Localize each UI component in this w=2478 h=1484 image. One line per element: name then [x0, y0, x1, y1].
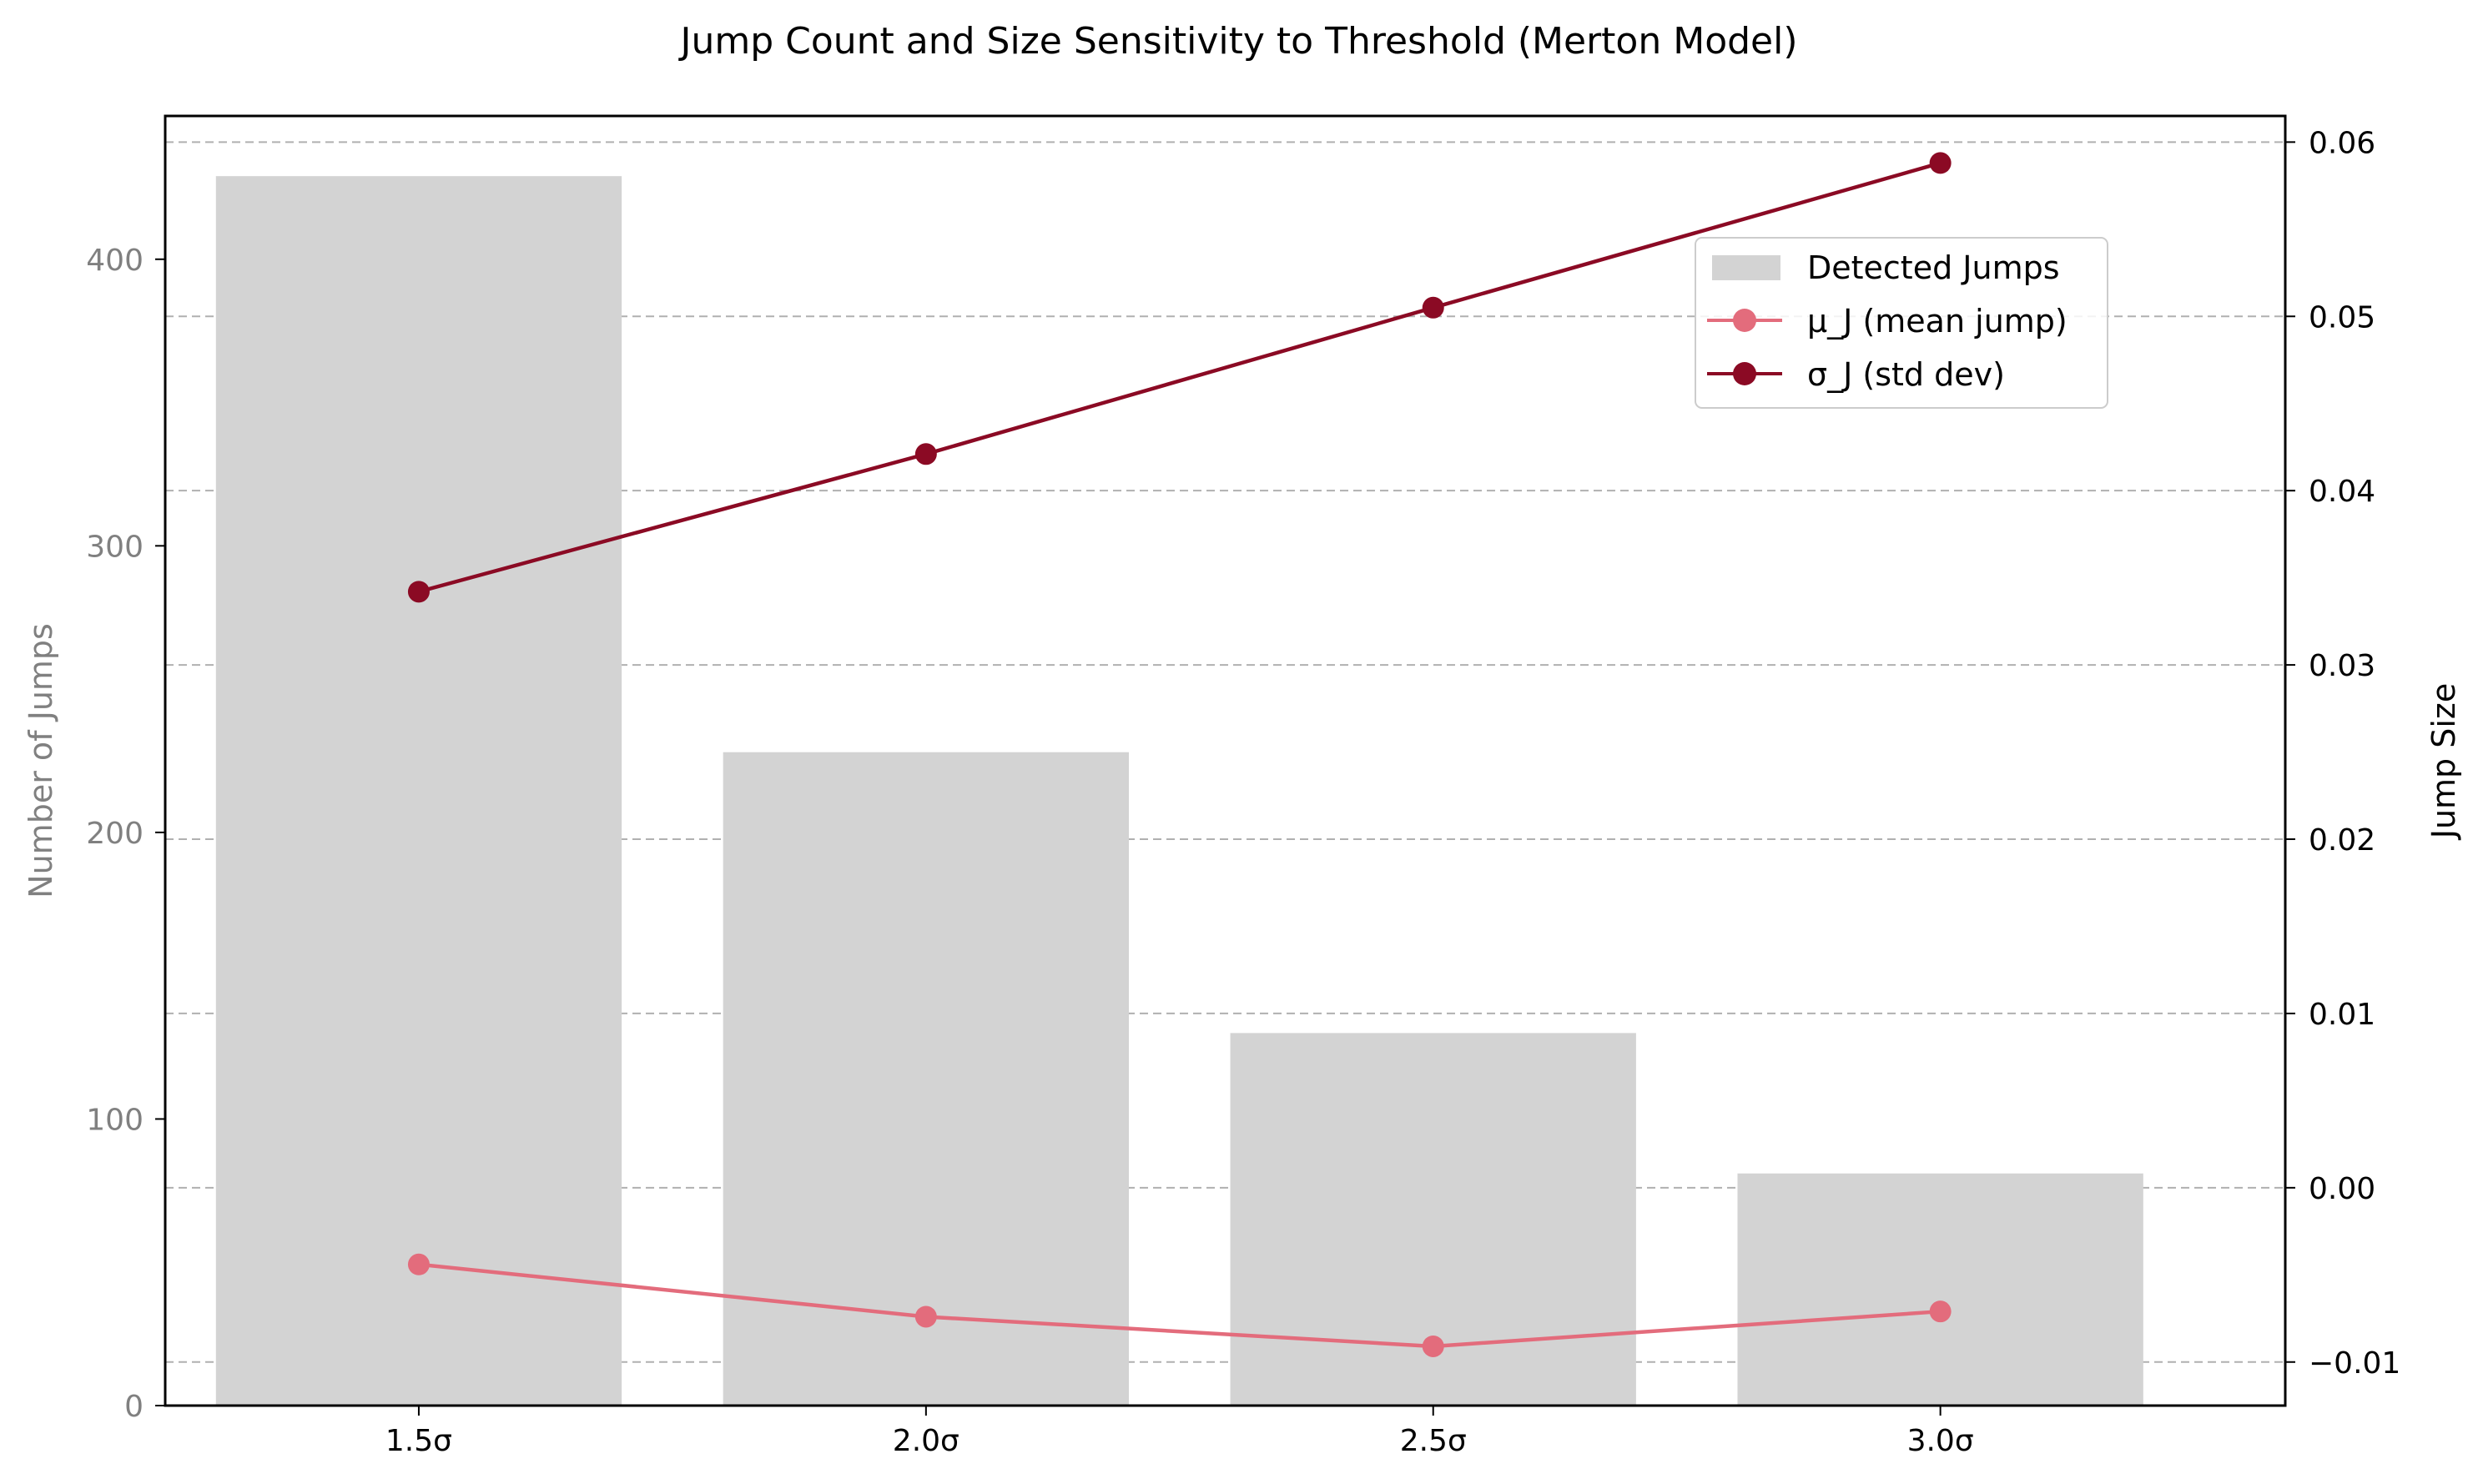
left-tick-label: 300 [86, 530, 144, 564]
left-tick-label: 100 [86, 1103, 144, 1137]
right-tick-label: 0.01 [2309, 998, 2375, 1032]
x-tick-label: 2.5σ [1400, 1424, 1467, 1458]
mean-jump-point [1422, 1335, 1444, 1357]
right-tick-label: 0.02 [2309, 823, 2375, 858]
left-tick-label: 400 [86, 244, 144, 278]
mean-jump-point [407, 1253, 430, 1275]
right-tick-label: −0.01 [2309, 1346, 2400, 1381]
left-tick-label: 0 [124, 1390, 144, 1424]
legend: Detected Jumps μ_J (mean jump) σ_J (std … [1695, 237, 2108, 409]
right-tick-label: 0.05 [2309, 300, 2375, 335]
bar [1737, 1173, 2143, 1406]
right-axis-ticks: −0.01 0.00 0.01 0.02 0.03 0.04 0.05 0.06 [2285, 126, 2400, 1381]
right-tick-label: 0.06 [2309, 126, 2375, 160]
legend-marker-mean-jump [1733, 309, 1756, 332]
mean-jump-point [1929, 1300, 1952, 1323]
chart-title: Jump Count and Size Sensitivity to Thres… [677, 20, 1797, 63]
std-dev-line [418, 161, 1942, 594]
left-tick-label: 200 [86, 817, 144, 851]
bar [215, 176, 622, 1406]
right-axis-label: Jump Size [2425, 683, 2462, 841]
mean-jump-point [914, 1305, 937, 1328]
right-tick-label: 0.04 [2309, 475, 2375, 509]
x-tick-label: 2.0σ [893, 1424, 959, 1458]
std-dev-point [914, 443, 937, 465]
left-axis-label: Number of Jumps [23, 623, 59, 898]
plot-frame [164, 114, 2287, 1407]
legend-label-mean-jump: μ_J (mean jump) [1807, 303, 2068, 340]
bars [215, 176, 2143, 1406]
std-dev-point [407, 581, 430, 603]
series-lines [407, 152, 1952, 1357]
legend-swatch-bar [1712, 255, 1780, 280]
legend-marker-std-dev [1733, 362, 1756, 385]
left-axis-ticks: 0 100 200 300 400 [86, 244, 165, 1424]
mean-jump-line [418, 1262, 1941, 1349]
x-tick-label: 3.0σ [1907, 1424, 1974, 1458]
legend-box [1695, 237, 2108, 409]
legend-label-detected-jumps: Detected Jumps [1807, 249, 2060, 286]
bar [723, 752, 1129, 1406]
x-tick-label: 1.5σ [385, 1424, 452, 1458]
std-dev-point [1422, 296, 1444, 319]
right-tick-label: 0.00 [2309, 1172, 2375, 1206]
x-axis-ticks: 1.5σ 2.0σ 2.5σ 3.0σ [385, 1406, 1974, 1458]
legend-label-std-dev: σ_J (std dev) [1807, 356, 2005, 393]
right-tick-label: 0.03 [2309, 649, 2375, 683]
std-dev-point [1929, 152, 1952, 174]
